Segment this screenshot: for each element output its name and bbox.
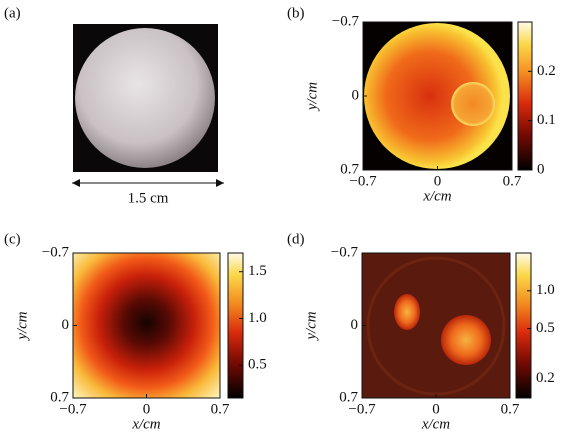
heatmap-feature (394, 294, 420, 330)
colorbar (518, 22, 532, 170)
x-tick-label: 0.7 (503, 173, 522, 189)
colorbar-tick-label: 1.0 (248, 310, 267, 326)
heatmap-feature (441, 315, 491, 365)
sample-photo (75, 28, 215, 168)
y-tick-label: 0.7 (340, 161, 359, 177)
x-tick-label: 0 (432, 401, 440, 417)
x-tick-label: 0 (143, 401, 151, 417)
colorbar-tick-label: 0.2 (536, 370, 555, 386)
panel-label: (b) (287, 5, 305, 21)
heatmap (73, 253, 220, 398)
y-tick-label: −0.7 (332, 13, 360, 29)
y-axis-label: y/cm (303, 311, 319, 341)
y-axis-label: y/cm (14, 311, 30, 341)
colorbar-tick-label: 0 (537, 161, 545, 177)
scale-label: 1.5 cm (128, 190, 169, 206)
colorbar-tick-label: 0.2 (537, 63, 556, 79)
y-tick-label: 0 (351, 317, 359, 333)
panel-label: (c) (4, 231, 21, 247)
y-tick-label: 0.7 (50, 389, 69, 405)
colorbar-tick-label: 1.0 (536, 282, 555, 298)
heatmap-background (362, 253, 510, 398)
colorbar-tick-label: 0.5 (248, 357, 267, 373)
x-tick-label: 0 (434, 173, 442, 189)
y-tick-label: 0 (62, 317, 70, 333)
y-tick-label: −0.7 (42, 244, 70, 260)
x-axis-label: x/cm (131, 416, 160, 432)
figure: (a) 1.5 cm (b) −0.7 0 0.7 −0.7 0 0.7 x/cm y/cm 0 0.1… (0, 0, 566, 446)
colorbar-tick-label: 0.5 (536, 320, 555, 336)
colorbar-tick-label: 0.1 (537, 112, 556, 128)
x-tick-label: 0.7 (501, 401, 520, 417)
colorbar (516, 253, 531, 398)
panel-label: (a) (4, 5, 21, 21)
y-axis-label: y/cm (304, 82, 320, 112)
colorbar-tick-label: 1.5 (248, 263, 267, 279)
heatmap-feature (451, 82, 495, 126)
y-tick-label: 0.7 (339, 389, 358, 405)
x-axis-label: x/cm (422, 188, 451, 204)
x-axis-label: x/cm (421, 416, 450, 432)
y-tick-label: −0.7 (331, 244, 359, 260)
y-tick-label: 0 (352, 87, 360, 103)
x-tick-label: 0.7 (211, 401, 230, 417)
colorbar (228, 253, 243, 398)
panel-label: (d) (287, 231, 305, 247)
